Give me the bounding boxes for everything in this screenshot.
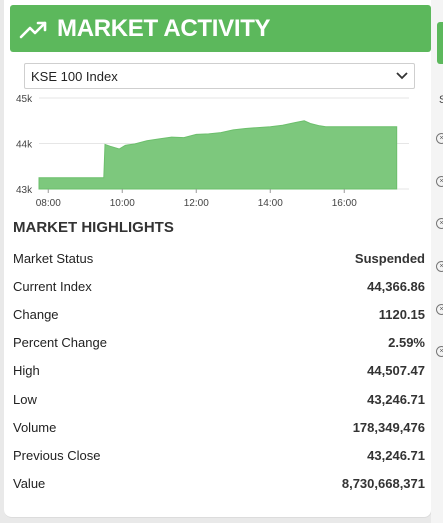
x-tick-label: 14:00	[258, 198, 283, 209]
highlight-label: Current Index	[13, 278, 92, 294]
highlight-row: Change 1120.15	[13, 300, 425, 328]
market-activity-card: MARKET ACTIVITY KSE 100 Index 45k 44k 43k 0…	[4, 0, 432, 518]
y-tick-label: 43k	[16, 185, 33, 196]
highlights-title: MARKET HIGHLIGHTS	[13, 219, 174, 236]
highlight-row: Market Status Suspended	[13, 244, 425, 272]
close-icon[interactable]: ×	[436, 346, 443, 357]
highlight-label: High	[13, 363, 40, 379]
highlights-table: Market Status Suspended Current Index 44,36…	[13, 244, 425, 498]
close-icon[interactable]: ×	[436, 261, 443, 272]
highlight-label: Percent Change	[13, 335, 107, 351]
x-tick-label: 12:00	[184, 198, 209, 209]
side-panel-letter: S	[439, 94, 443, 106]
highlight-row: Current Index 44,366.86	[13, 272, 425, 300]
highlight-value: 44,366.86	[367, 278, 425, 294]
highlight-value: Suspended	[354, 250, 425, 266]
highlight-label: Market Status	[13, 250, 94, 266]
highlight-label: Change	[13, 306, 59, 322]
highlight-value: 43,246.71	[367, 391, 425, 407]
x-tick-label: 08:00	[36, 198, 61, 209]
side-panel-edge: S × × × × × ×	[431, 0, 443, 523]
highlight-row: Previous Close 43,246.71	[13, 441, 425, 469]
close-icon[interactable]: ×	[436, 133, 443, 144]
close-icon[interactable]: ×	[436, 304, 443, 315]
chevron-down-icon	[396, 72, 408, 80]
close-icon[interactable]: ×	[436, 176, 443, 187]
highlight-value: 44,507.47	[367, 363, 425, 379]
highlight-label: Value	[13, 476, 46, 492]
panel-title: MARKET ACTIVITY	[57, 14, 271, 42]
highlight-value: 43,246.71	[367, 447, 425, 463]
highlight-row: Percent Change 2.59%	[13, 329, 425, 357]
x-tick-label: 10:00	[110, 198, 135, 209]
highlight-label: Volume	[13, 419, 57, 435]
highlight-value: 8,730,668,371	[341, 476, 425, 492]
close-icon[interactable]: ×	[436, 218, 443, 229]
highlight-row: Value 8,730,668,371	[13, 470, 425, 498]
index-select-value: KSE 100 Index	[31, 68, 118, 84]
market-activity-header: MARKET ACTIVITY	[10, 5, 431, 52]
highlight-row: Low 43,246.71	[13, 385, 425, 413]
y-tick-label: 45k	[16, 94, 33, 105]
y-tick-label: 44k	[16, 140, 33, 151]
highlight-row: Volume 178,349,476	[13, 413, 425, 441]
index-select[interactable]: KSE 100 Index	[24, 63, 415, 89]
highlight-label: Low	[13, 391, 37, 407]
highlight-value: 2.59%	[388, 335, 425, 351]
highlight-label: Previous Close	[13, 447, 101, 463]
highlight-value: 1120.15	[378, 306, 425, 322]
trending-up-icon	[19, 21, 47, 38]
highlight-row: High 44,507.47	[13, 357, 425, 385]
index-area-series	[38, 120, 398, 190]
x-tick-label: 16:00	[332, 198, 357, 209]
side-panel-header-edge	[437, 22, 443, 64]
highlight-value: 178,349,476	[352, 419, 425, 435]
